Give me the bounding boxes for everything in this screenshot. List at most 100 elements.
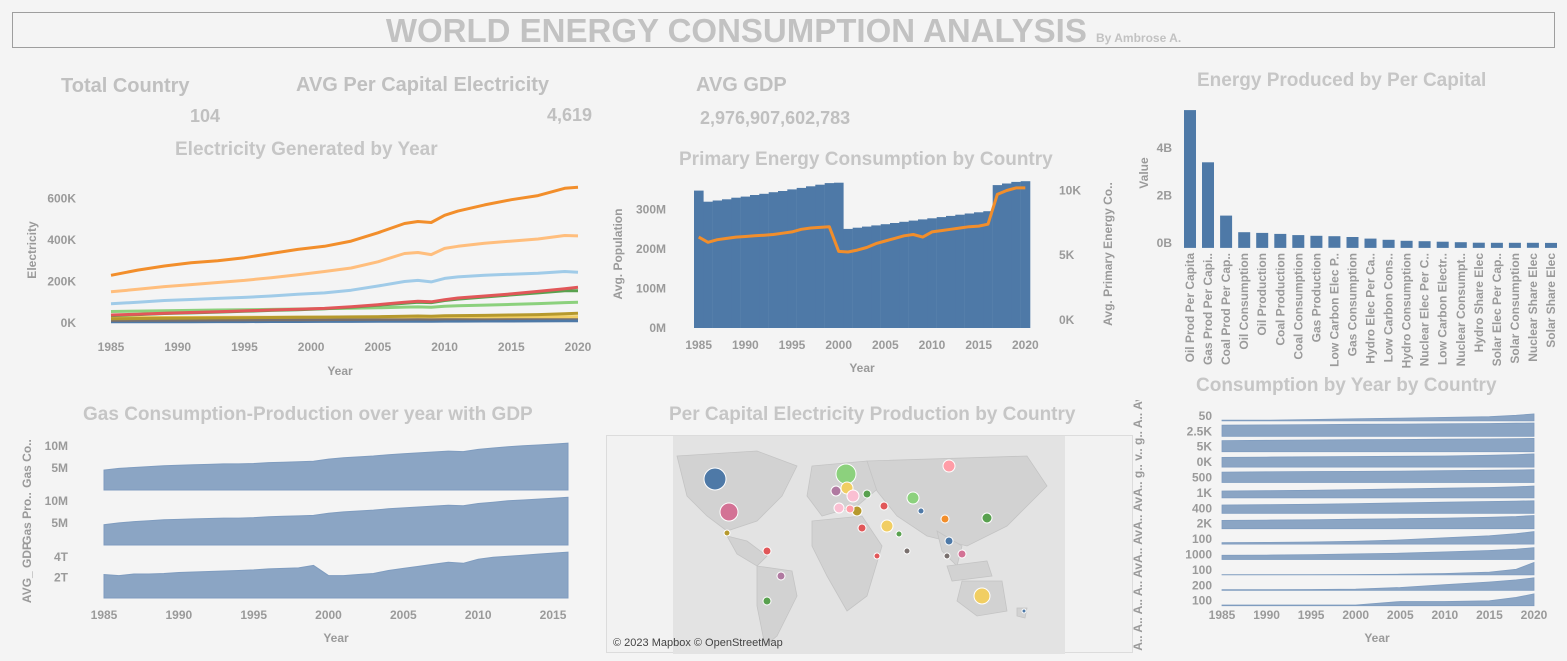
primary-energy-line [697, 186, 1026, 254]
energy-bar [1418, 241, 1431, 248]
kpi-avg-electricity-label: AVG Per Capital Electricity [296, 74, 550, 96]
primary-bar [787, 189, 797, 328]
energy-category-label: Hydro Share Elec [1472, 253, 1486, 353]
energy-category-label: Gas Production [1309, 253, 1323, 342]
consumption-country-chart-title: Consumption by Year by Country [1196, 375, 1497, 396]
electricity-series-line [110, 316, 578, 322]
electricity-x-label: Year [327, 364, 353, 378]
consumption-row-tick: 200 [1192, 578, 1212, 592]
electricity-series-line [110, 300, 579, 313]
kpi-avg-gdp-value: 2,976,907,602,783 [700, 108, 851, 128]
energy-bar [1400, 240, 1413, 248]
primary-y-tick: 100M [636, 282, 666, 296]
primary-bar [703, 201, 713, 328]
map-country-bubble [873, 552, 881, 560]
energy-bar [1184, 110, 1196, 248]
consumption-row-area [1221, 422, 1535, 437]
energy-category-label: Nuclear Elec Per C.. [1418, 253, 1432, 366]
consumption-row-area [1221, 577, 1535, 591]
map-country-bubble [973, 587, 991, 605]
dashboard-title: WORLD ENERGY CONSUMPTION ANALYSIS By Amb… [0, 12, 1567, 50]
map-country-bubble [830, 485, 842, 497]
world-map-canvas[interactable] [607, 436, 1134, 654]
primary-bar [778, 191, 788, 328]
energy-bar [1545, 242, 1557, 248]
gas-gdp-area [103, 442, 569, 491]
energy-category-label: Gas Consumption [1346, 253, 1360, 356]
electricity-x-tick: 2005 [365, 340, 392, 354]
consumption-x-tick: 2005 [1387, 608, 1414, 622]
gas-gdp-series-label: AVG_ GDP [20, 542, 34, 603]
consumption-x-tick: 2010 [1432, 608, 1459, 622]
energy-bar [1436, 241, 1449, 248]
energy-category-label: Low Carbon Cons.. [1382, 253, 1396, 362]
consumption-row-area [1221, 485, 1535, 499]
primary-bar [862, 226, 872, 328]
electricity-x-tick: 2000 [298, 340, 325, 354]
energy-bar [1274, 233, 1287, 248]
primary-bar [936, 217, 947, 328]
energy-bar [1310, 235, 1323, 248]
electricity-y-tick: 400K [47, 233, 76, 247]
primary-x-tick: 2020 [1012, 338, 1039, 352]
consumption-x-tick: 2020 [1521, 608, 1548, 622]
consumption-row-tick: 100 [1192, 532, 1212, 546]
energy-bar [1292, 235, 1305, 248]
map-country-bubble [776, 571, 786, 581]
electricity-series-line [110, 311, 579, 321]
world-map[interactable] [606, 435, 1134, 654]
map-country-bubble [895, 530, 903, 538]
primary-bar [843, 228, 853, 328]
energy-category-label: Coal Production [1273, 253, 1287, 346]
electricity-x-tick: 1995 [231, 340, 258, 354]
consumption-row-tick: 5K [1197, 440, 1213, 454]
energy-category-label: Coal Prod Per Cap.. [1219, 253, 1233, 365]
gas-gdp-y-tick: 10M [45, 439, 68, 453]
primary-y-tick: 200M [636, 242, 666, 256]
map-country-bubble [940, 514, 950, 524]
primary-bar [946, 215, 956, 328]
map-land [811, 515, 883, 612]
primary-bar [955, 214, 965, 328]
consumption-row-tick: 1K [1197, 486, 1213, 500]
primary-bar [964, 213, 975, 328]
consumption-x-tick: 1990 [1253, 608, 1280, 622]
electricity-y-tick: 0K [61, 316, 77, 330]
consumption-row-tick: 1000 [1185, 548, 1212, 562]
kpi-avg-electricity-value: 4,619 [547, 105, 593, 125]
consumption-row-area [1221, 413, 1535, 422]
gas-gdp-y-tick: 4T [54, 550, 69, 564]
energy-category-label: Solar Consumption [1508, 253, 1522, 364]
primary-bar [983, 211, 993, 328]
map-country-bubble [719, 502, 739, 522]
primary-bar [1011, 181, 1021, 328]
dashboard-title-text: WORLD ENERGY CONSUMPTION ANALYSIS [385, 12, 1087, 49]
energy-bar [1454, 242, 1467, 248]
map-country-bubble [1021, 608, 1027, 614]
gas-gdp-x-tick: 2010 [465, 608, 492, 622]
primary-bar [824, 183, 835, 328]
gas-gdp-x-tick: 1990 [165, 608, 192, 622]
map-country-bubble [942, 459, 956, 473]
electricity-line-chart: 0K 200K 400K 600K 1985 1990 1995 2000 2005 2010 20… [25, 185, 592, 378]
gas-gdp-x-tick: 2000 [315, 608, 342, 622]
energy-bar [1346, 237, 1359, 248]
gas-gdp-area [103, 496, 569, 546]
energy-category-label: Oil Production [1255, 253, 1269, 336]
map-country-bubble [857, 523, 867, 533]
consumption-row-area [1221, 561, 1535, 576]
consumption-row-area [1221, 469, 1535, 483]
energy-category-label: Nuclear Share Elec [1526, 253, 1540, 362]
map-country-bubble [944, 536, 954, 546]
primary-bar [768, 192, 779, 328]
primary-energy-chart-title: Primary Energy Consumption by Country [679, 149, 1053, 170]
primary-bar [880, 224, 891, 328]
primary-bar [927, 218, 937, 328]
map-country-bubble [880, 519, 894, 533]
electricity-x-tick: 2020 [565, 340, 592, 354]
consumption-row-tick: 2K [1197, 517, 1213, 531]
energy-per-capita-chart-title: Energy Produced by Per Capital [1197, 70, 1487, 91]
map-land [946, 560, 993, 582]
map-land [756, 565, 798, 647]
primary-y2-tick: 0K [1059, 313, 1075, 327]
